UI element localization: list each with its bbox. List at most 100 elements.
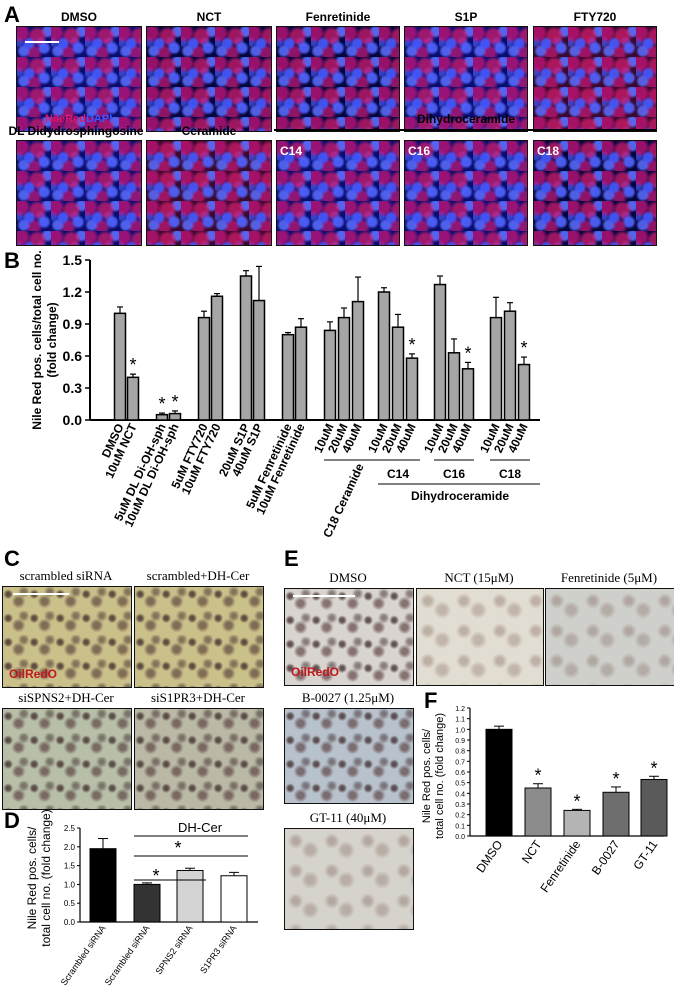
significance-star: *: [174, 838, 181, 858]
stain-blue-label: DAPI: [85, 113, 113, 125]
micrograph-ceramide: [146, 140, 272, 246]
y-tick-label: 0.9: [63, 316, 83, 332]
panel-a-title-dmso: DMSO: [61, 10, 97, 24]
y-tick-label: 0.9: [455, 738, 465, 745]
bar: [447, 352, 461, 421]
inset-label-c14: C14: [280, 144, 303, 158]
significance-star: *: [171, 392, 178, 412]
y-tick-label: 0.5: [455, 781, 465, 788]
micrograph-e-fenretinide: [545, 588, 674, 686]
y-tick-label: 0.2: [455, 813, 465, 820]
bar: [323, 329, 337, 421]
bar: [337, 316, 351, 421]
bar: [377, 291, 391, 421]
y-axis-label: Nile Red pos. cells/total cell no. (fold…: [25, 809, 53, 946]
panel-c-title-sis1pr3: siS1PR3+DH-Cer: [150, 690, 245, 705]
x-tick-label: NCT: [519, 837, 545, 866]
bar: [602, 791, 630, 837]
micrograph-e-dmso: OilRedO: [284, 588, 414, 686]
significance-star: *: [612, 769, 619, 789]
bar: [176, 869, 204, 923]
panel-e-title-dmso: DMSO: [329, 570, 367, 585]
bar: [210, 295, 224, 421]
inset-label-c16: C16: [408, 144, 431, 158]
group-label: C14: [387, 467, 409, 481]
bar: [197, 316, 211, 421]
bar: [351, 300, 365, 421]
scale-bar: [293, 595, 355, 597]
micrograph-s1p: [404, 26, 528, 132]
significance-star: *: [158, 394, 165, 414]
chart-d: 0.0 0.5 1.0 1.5 2.0 2.5 Nile Red pos. cells/to…: [25, 809, 258, 987]
stain-red-label: NileRed: [45, 113, 86, 125]
y-axis-label: Nile Red pos. cells/total cell no. (fold…: [421, 713, 446, 839]
significance-star: *: [408, 335, 415, 355]
x-tick-label: Scrambled siRNA: [59, 923, 108, 987]
y-tick-label: 1.5: [64, 862, 76, 871]
bar: [517, 363, 531, 421]
bar: [126, 376, 140, 421]
y-tick-label: 1.2: [63, 284, 83, 300]
significance-star: *: [464, 343, 471, 363]
y-axis-label: Nile Red pos. cells/total cell no.(fold …: [30, 250, 59, 429]
bar: [563, 809, 591, 837]
scale-bar: [25, 41, 59, 43]
y-tick-label: 0.3: [455, 802, 465, 809]
panel-e-title-fenretinide: Fenretinide (5μM): [560, 570, 658, 585]
significance-star: *: [650, 758, 657, 778]
bar: [113, 312, 127, 421]
significance-star: *: [129, 355, 136, 375]
bar: [155, 413, 169, 421]
panel-e-title-gt11: GT-11 (40μM): [309, 810, 387, 825]
bar: [405, 357, 419, 421]
y-tick-label: 1.2: [455, 706, 465, 713]
y-tick-label: 0.8: [455, 749, 465, 756]
micrograph-didydrosphingosine: [16, 140, 142, 246]
y-tick-label: 0.6: [455, 770, 465, 777]
oilredo-label: OilRedO: [291, 665, 340, 679]
y-tick-label: 1.0: [64, 880, 76, 889]
dihydroceramide-bracket: [274, 129, 656, 131]
y-tick-label: 1.1: [455, 717, 465, 724]
panel-a-title-nct: NCT: [196, 10, 222, 24]
x-tick-label: GT-11: [630, 837, 660, 872]
y-tick-label: 1.5: [63, 252, 83, 268]
bar: [503, 310, 517, 421]
panel-a-title-fty720: FTY720: [573, 10, 617, 24]
bar: [252, 299, 266, 421]
significance-star: *: [152, 866, 159, 886]
micrograph-sis1pr3-dhcer: [134, 708, 264, 810]
bar: [391, 326, 405, 421]
micrograph-nct: [146, 26, 272, 132]
micrograph-e-gt11: [284, 828, 414, 930]
bar: [220, 875, 248, 923]
y-tick-label: 0.0: [63, 412, 83, 428]
oilredo-label: OilRedO: [9, 667, 58, 681]
dihydroceramide-header: Dihydroceramide: [416, 112, 516, 126]
y-tick-label: 2.5: [64, 824, 76, 833]
micrograph-e-b0027: [284, 708, 414, 804]
panel-e-title-b0027: B-0027 (1.25μM): [301, 690, 395, 705]
bar: [524, 787, 552, 837]
x-tick-label: S1PR3 siRNA: [198, 923, 239, 975]
y-tick-label: 1.0: [455, 727, 465, 734]
y-tick-label: 2.0: [64, 843, 76, 852]
group-label: C18 Ceramide: [320, 461, 367, 540]
micrograph-dmso: NileRedDAPI: [16, 26, 142, 132]
significance-star: *: [520, 338, 527, 358]
panel-c-title-scrambled-dhcer: scrambled+DH-Cer: [146, 568, 250, 583]
x-tick-label: B-0027: [589, 837, 623, 877]
bar: [168, 412, 182, 421]
bar: [133, 883, 161, 923]
y-tick-label: 0.5: [64, 899, 76, 908]
micrograph-e-nct: [416, 588, 544, 686]
y-tick-label: 0.0: [455, 834, 465, 841]
group-label: C16: [443, 467, 465, 481]
scale-bar: [13, 593, 69, 595]
micrograph-scrambled-sirna: OilRedO: [2, 586, 132, 688]
micrograph-fenretinide: [276, 26, 400, 132]
panel-a-title-fenretinide: Fenretinide: [305, 10, 371, 24]
bar: [89, 848, 117, 923]
panel-f-label: F: [424, 688, 438, 713]
